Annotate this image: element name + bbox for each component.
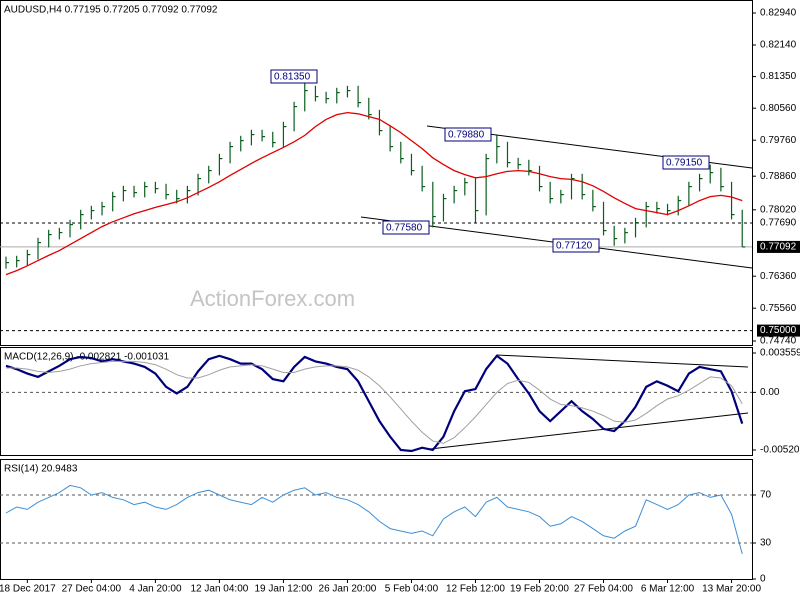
y-tick-label: 0.81350: [760, 71, 797, 82]
annotation-box: [382, 220, 430, 235]
level-label: 0.75000: [760, 325, 797, 336]
pane-frame: [0, 459, 753, 580]
x-tick-label: 5 Feb 04:00: [385, 584, 439, 595]
y-tick-label: 30: [760, 538, 772, 549]
annotation-box: [552, 238, 600, 253]
x-tick-label: 19 Feb 20:00: [510, 584, 569, 595]
indicator-line: [5, 484, 743, 554]
annotation-box: [444, 127, 492, 142]
x-tick-label: 6 Mar 12:00: [641, 584, 695, 595]
indicator-line: [5, 354, 744, 453]
y-tick-label: 0.82140: [760, 40, 797, 51]
last-price-box: [757, 240, 800, 253]
y-tick-label: 70: [760, 490, 772, 501]
x-tick-label: 12 Feb 12:00: [446, 584, 505, 595]
y-tick-label: 0.80560: [760, 103, 797, 114]
x-tick-label: 19 Jan 12:00: [255, 584, 313, 595]
y-tick-label: 0.79760: [760, 135, 797, 146]
x-tick-label: 27 Feb 04:00: [574, 584, 633, 595]
x-tick-label: 18 Dec 2017: [0, 584, 56, 595]
y-tick-label: -0.005207: [760, 445, 800, 456]
pane-frame: [0, 0, 753, 346]
y-tick-label: 0.75560: [760, 303, 797, 314]
y-tick-label: 0.00: [760, 387, 780, 398]
x-tick-label: 12 Jan 04:00: [190, 584, 248, 595]
annotation: 0.81350: [274, 72, 311, 83]
moving-average: [5, 111, 743, 276]
annotation: 0.79150: [666, 158, 703, 169]
pane-title: AUDUSD,H4 0.77195 0.77205 0.77092 0.7709…: [4, 5, 218, 16]
annotation: 0.77120: [556, 241, 593, 252]
level-label-box: [757, 324, 800, 337]
annotation-box: [270, 69, 318, 84]
x-tick-label: 27 Dec 04:00: [62, 584, 122, 595]
y-tick-label: 0.003559: [760, 348, 800, 359]
y-tick-label: 0.78020: [760, 204, 797, 215]
trendline: [429, 412, 749, 450]
x-tick-label: 26 Jan 20:00: [319, 584, 377, 595]
y-tick-label: 0.78860: [760, 171, 797, 182]
pane-title: RSI(14) 20.9483: [4, 464, 78, 475]
pane-frame: [0, 347, 753, 456]
y-tick-label: 0.74740: [760, 336, 797, 347]
y-tick-label: 0: [760, 574, 766, 585]
level-label: 0.77690: [760, 218, 797, 229]
y-tick-label: 0.82940: [760, 8, 797, 19]
last-price-label: 0.77092: [760, 242, 797, 253]
x-tick-label: 4 Jan 20:00: [129, 584, 182, 595]
x-tick-label: 13 Mar 20:00: [702, 584, 761, 595]
watermark: ActionForex.com: [190, 286, 355, 311]
annotation: 0.79880: [448, 130, 485, 141]
annotation: 0.77580: [386, 223, 423, 234]
indicator-line: [6, 360, 743, 444]
y-tick-label: 0.76360: [760, 271, 797, 282]
annotation-box: [662, 155, 710, 170]
trendline: [496, 354, 749, 368]
